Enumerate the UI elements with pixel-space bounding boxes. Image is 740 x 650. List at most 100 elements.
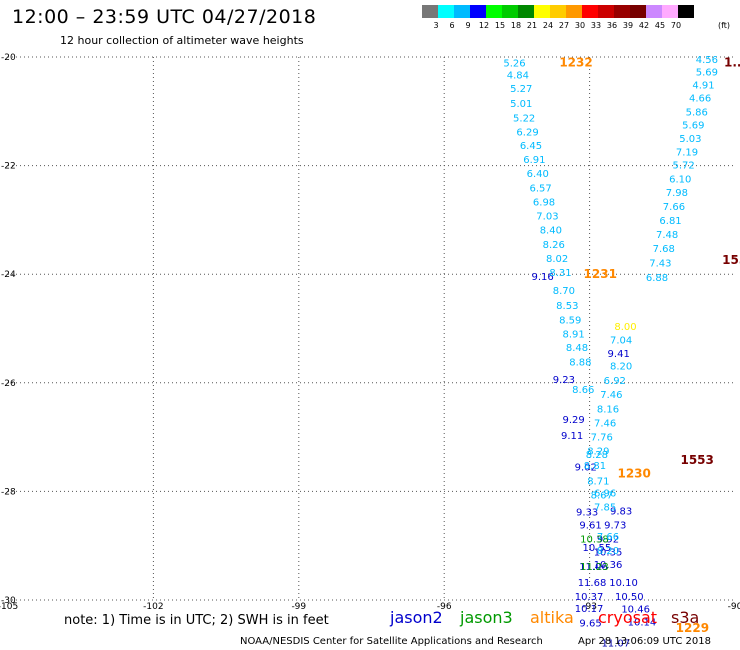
legend-s3a: s3a [671,608,700,627]
swh-point-label: 4.56 [696,55,718,66]
swh-point-label: 10.35 [594,548,623,559]
legend-altika: altika [530,608,574,627]
y-tick-label: -28 [1,487,16,497]
footer-note: note: 1) Time is in UTC; 2) SWH is in fe… [64,613,329,628]
legend-cryosat: cryosat [598,608,658,627]
color-scale-label: 6 [449,21,455,30]
y-tick-label: -26 [1,379,16,389]
swh-point-label: 6.57 [530,183,552,194]
color-swatch [662,5,678,18]
swh-point-label: 8.53 [556,301,578,312]
swh-point-label: 9.41 [608,349,630,360]
color-scale-label: 42 [638,21,650,30]
swh-point-label: 9.73 [604,521,626,532]
color-swatch [566,5,582,18]
x-tick-label: -93 [582,602,597,612]
swh-point-label: 10.36 [594,560,623,571]
color-scale-label: 36 [606,21,618,30]
swh-point-label: 5.27 [510,84,532,95]
swh-point-label: 4.66 [689,94,711,105]
swh-point-label: 5.69 [682,120,704,131]
color-scale-unit: (ft) [718,21,731,30]
swh-point-label: 7.85 [594,503,616,514]
swh-point-label: 8.91 [562,329,584,340]
time-label: 1552 [722,253,740,267]
time-label: 1232 [559,55,592,69]
color-scale-label: 27 [558,21,570,30]
x-tick-label: -102 [143,602,163,612]
swh-point-label: 10.55 [583,543,612,554]
swh-point-label: 9.33 [576,507,598,518]
swh-point-label: 9.92 [597,535,619,546]
color-swatch [646,5,662,18]
swh-point-label: 8.70 [553,286,575,297]
color-swatch [582,5,598,18]
swh-point-label: 10.38 [580,535,609,546]
swh-point-label: 6.91 [523,155,545,166]
swh-point-label: 11.68 [578,578,607,589]
color-scale-labels: 3 6 9 12 15 18 21 24 27 30 33 36 39 42 45 70 [428,21,694,30]
swh-point-label: 10.37 [575,592,604,603]
swh-point-label: 8.20 [610,361,632,372]
swh-point-label: 8.20 [597,546,619,557]
swh-point-label: 5.69 [696,68,718,79]
swh-point-label: 7.66 [663,202,685,213]
color-swatch [486,5,502,18]
swh-point-label: 8.02 [546,254,568,265]
swh-point-label: 8.71 [587,477,609,488]
color-scale-label: 12 [478,21,490,30]
y-tick-label: -24 [1,270,16,280]
swh-point-label: 7.19 [676,147,698,158]
color-scale: 3 6 9 12 15 18 21 24 27 30 33 36 39 42 45 70 (ft) [422,5,730,30]
swh-point-label: 10.17 [575,604,604,615]
swh-point-label: 6.96 [594,488,616,499]
footer-timestamp: Apr 28 13:06:09 UTC 2018 [578,636,711,647]
swh-point-label: 8.16 [597,404,619,415]
color-swatch [438,5,454,18]
swh-point-label: 9.23 [553,375,575,386]
swh-point-label: 10.10 [609,578,638,589]
legend-jason2: jason2 [390,608,443,627]
swh-point-label: 8.66 [572,385,594,396]
swh-point-label: 6.10 [669,175,691,186]
swh-point-label: 9.29 [562,415,584,426]
swh-point-label: 10.14 [628,618,657,629]
swh-point-label: 7.48 [656,230,678,241]
swh-point-label: 8.59 [559,315,581,326]
swh-point-label: 8.26 [543,240,565,251]
color-scale-label: 9 [465,21,471,30]
color-swatch [614,5,630,18]
swh-point-label: 10.46 [621,605,650,616]
color-scale-label: 3 [433,21,439,30]
swh-point-label: 8.00 [614,322,636,333]
swh-point-label: 6.45 [520,141,542,152]
x-tick-label: -99 [291,602,306,612]
color-swatch [470,5,486,18]
swh-point-label: 4.91 [692,81,714,92]
color-scale-label: 45 [654,21,666,30]
swh-point-label: 9.61 [579,521,601,532]
color-swatch [678,5,694,18]
swh-point-label: 5.22 [513,113,535,124]
swh-point-label: 8.48 [566,343,588,354]
swh-point-label: 7.43 [649,258,671,269]
color-scale-label: 33 [590,21,602,30]
y-tick-label: -30 [1,596,16,606]
swh-point-label: 7.04 [610,335,632,346]
x-tick-label: -96 [437,602,452,612]
swh-point-label: 6.29 [516,127,538,138]
x-tick-label: -105 [0,602,18,612]
color-scale-label: 21 [526,21,538,30]
swh-point-label: 5.26 [503,58,525,69]
time-label: 1230 [617,466,650,480]
color-swatch [502,5,518,18]
swh-point-label: 7.46 [594,418,616,429]
swh-point-label: 8.40 [540,226,562,237]
swh-point-label: 7.46 [600,390,622,401]
x-tick-label: -90 [728,602,740,612]
swh-point-label: 5.03 [679,134,701,145]
swh-point-label: 7.66 [597,532,619,543]
swh-point-label: 10.50 [615,592,644,603]
swh-point-label: 8.81 [584,461,606,472]
